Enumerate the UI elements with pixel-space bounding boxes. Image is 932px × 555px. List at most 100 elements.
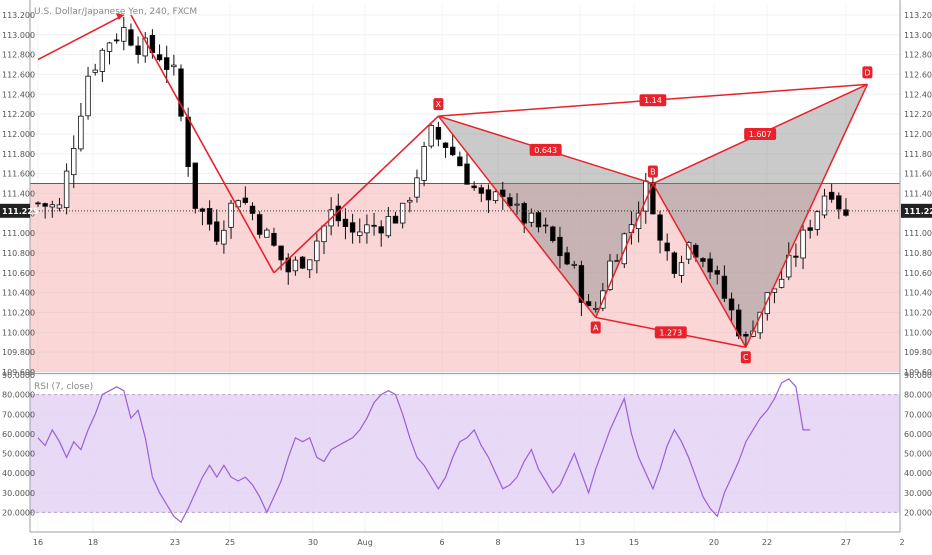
rsi-panel [30,378,900,524]
price-tick-right: 112.600 [904,70,932,79]
chart-title: U.S. Dollar/Japanese Yen, 240, FXCM [34,7,197,17]
candle-body [242,197,249,203]
candle-body [271,232,277,246]
point-label: B [650,168,656,177]
candle-body [206,208,213,225]
candle-body [564,252,570,265]
rsi-tick-right: 70.0000 [904,410,932,419]
price-tick-left: 111.000 [2,229,35,238]
candle-body [349,222,356,233]
ratio-label-bg [529,143,562,156]
candle-body [678,262,685,276]
candle-body [442,142,449,148]
point-label-bg [433,98,444,111]
candle-body [392,215,399,224]
rsi-tick-left: 20.0000 [2,508,35,517]
time-tick: 16 [33,538,43,547]
price-tick-right: 110.000 [904,328,932,337]
candle-body [457,156,463,167]
candle-body [63,170,70,209]
current-price-tag-right-bg [901,203,932,218]
price-tick-left: 112.800 [2,51,35,60]
candle-body [764,292,770,315]
candle-body [836,195,842,210]
price-tick-right: 112.000 [904,130,932,139]
rsi-tick-right: 90.0000 [904,371,932,380]
candle-body [214,221,220,242]
price-tick-right: 113.000 [904,31,932,40]
time-tick: 30 [308,538,318,547]
candle-body [407,199,413,203]
time-tick: 20 [709,538,719,547]
candle-body [199,208,206,212]
price-tick-right: 110.400 [904,289,932,298]
price-tick-left: 113.200 [2,11,35,20]
candle-body [285,257,291,273]
candle-body [528,212,535,223]
candle-body [121,27,127,42]
candle-body [449,146,456,156]
candle-body [192,162,198,209]
candle-body [106,42,113,52]
leg-ab [595,183,654,318]
candle-body [607,260,613,290]
point-label-bg [590,321,601,334]
price-tick-right: 111.600 [904,170,932,179]
ratio-label: 1.273 [659,328,682,337]
candle-body [321,225,327,243]
candle-body [478,187,484,194]
candle-body [614,260,620,262]
pattern-xab [438,116,653,318]
price-tick-left: 110.200 [2,308,35,317]
candle-body [357,231,363,236]
candle-body [156,54,163,61]
rsi-tick-right: 80.0000 [904,391,932,400]
price-tick-right: 113.200 [904,11,932,20]
candle-body [135,45,141,55]
leg-bc [652,183,747,348]
rsi-tick-left: 60.0000 [2,430,35,439]
ratio-label: 0.643 [534,146,557,155]
point-label-bg [740,351,751,364]
candle-body [743,334,749,337]
candle-body [514,203,520,206]
candle-body [693,244,699,258]
candle-body [306,259,313,271]
ratio-label-bg [744,127,777,140]
price-tick-left: 112.600 [2,70,35,79]
candle-body [42,203,48,207]
candle-body [557,236,563,257]
rsi-tick-right: 40.0000 [904,469,932,478]
candle-body [535,212,542,228]
candle-body [99,49,106,72]
candle-body [550,226,556,242]
time-tick: 22 [762,538,772,547]
rsi-title: RSI (7, close) [34,382,93,392]
price-tick-right: 110.600 [904,269,932,278]
candle-body [578,265,585,303]
candle-body [593,307,599,310]
ratio-label: 1.607 [749,130,772,139]
candle-body [435,126,442,140]
candle-body [78,115,84,150]
rsi-tick-left: 90.0000 [2,371,35,380]
candle-body [828,191,835,200]
candle-body [507,197,513,207]
trend-arrow [115,12,124,20]
candle-body [821,195,828,216]
candle-body [585,301,592,307]
candle-body [378,226,384,234]
point-label: C [743,353,749,362]
price-tick-left: 110.600 [2,269,35,278]
candle-body [707,258,713,273]
ratio-label-bg [654,326,687,339]
candle-body [399,202,406,224]
price-tick-left: 110.000 [2,328,35,337]
candle-body [92,69,98,73]
candle-body [113,39,120,42]
price-tick-right: 112.400 [904,90,932,99]
price-tick-right: 112.200 [904,110,932,119]
price-tick-left: 112.000 [2,130,35,139]
